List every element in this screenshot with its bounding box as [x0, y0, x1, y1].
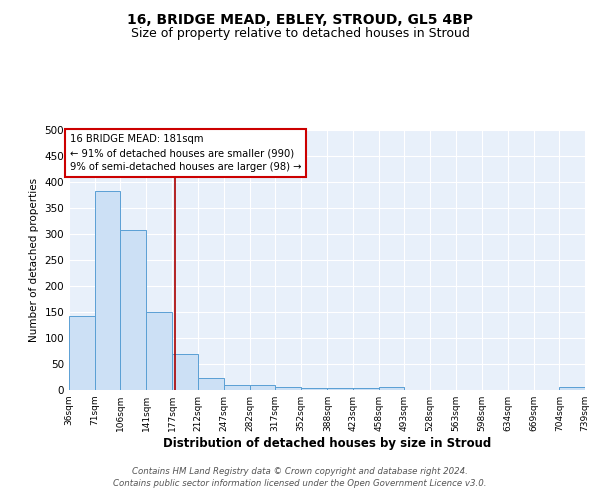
Bar: [146, 312, 172, 390]
Text: 16 BRIDGE MEAD: 181sqm
← 91% of detached houses are smaller (990)
9% of semi-det: 16 BRIDGE MEAD: 181sqm ← 91% of detached…: [70, 134, 301, 172]
Bar: [95, 191, 121, 390]
Bar: [353, 388, 379, 390]
Bar: [275, 388, 301, 390]
Bar: [328, 388, 353, 390]
Y-axis label: Number of detached properties: Number of detached properties: [29, 178, 39, 342]
Text: Contains HM Land Registry data © Crown copyright and database right 2024.
Contai: Contains HM Land Registry data © Crown c…: [113, 466, 487, 487]
Bar: [301, 388, 326, 390]
Bar: [224, 385, 250, 390]
X-axis label: Distribution of detached houses by size in Stroud: Distribution of detached houses by size …: [163, 437, 491, 450]
Bar: [250, 386, 275, 390]
Bar: [121, 230, 146, 390]
Text: 16, BRIDGE MEAD, EBLEY, STROUD, GL5 4BP: 16, BRIDGE MEAD, EBLEY, STROUD, GL5 4BP: [127, 12, 473, 26]
Bar: [172, 354, 198, 390]
Bar: [379, 388, 404, 390]
Bar: [69, 316, 95, 390]
Bar: [559, 388, 585, 390]
Bar: [198, 378, 224, 390]
Text: Size of property relative to detached houses in Stroud: Size of property relative to detached ho…: [131, 28, 469, 40]
